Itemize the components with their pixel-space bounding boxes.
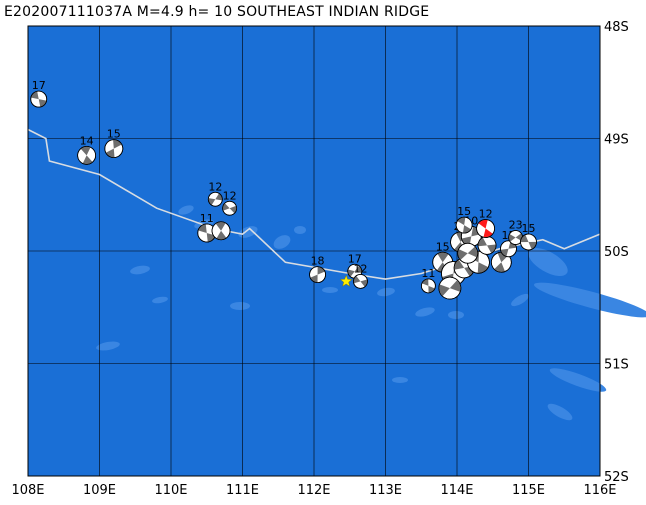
shallow-bathymetry xyxy=(528,248,568,276)
focal-mechanism xyxy=(197,223,217,243)
focal-mechanism xyxy=(77,145,97,165)
shallow-bathymetry xyxy=(130,265,150,275)
shallow-bathymetry xyxy=(322,287,338,293)
shallow-bathymetry xyxy=(392,377,408,383)
shallow-bathymetry xyxy=(415,307,435,317)
shallow-bathymetry xyxy=(294,226,306,234)
depth-label: 12 xyxy=(223,189,237,202)
shallow-bathymetry xyxy=(230,302,250,310)
lon-tick-label: 111E xyxy=(226,483,259,498)
lon-tick-label: 108E xyxy=(11,483,44,498)
shallow-bathymetry xyxy=(534,282,646,318)
focal-mechanism xyxy=(207,191,223,207)
depth-label: 17 xyxy=(348,252,362,265)
lon-tick-label: 116E xyxy=(583,483,616,498)
lat-tick-label: 51S xyxy=(604,358,629,373)
lon-tick-label: 110E xyxy=(154,483,187,498)
depth-label: 15 xyxy=(107,128,121,141)
depth-label: 12 xyxy=(479,208,493,221)
lat-tick-label: 48S xyxy=(604,20,629,35)
lon-tick-label: 115E xyxy=(512,483,545,498)
lon-tick-label: 112E xyxy=(297,483,330,498)
lon-tick-label: 114E xyxy=(440,483,473,498)
depth-label: 12 xyxy=(208,180,222,193)
lon-tick-label: 113E xyxy=(369,483,402,498)
focal-mechanism xyxy=(30,90,48,108)
lat-tick-label: 52S xyxy=(604,470,629,485)
focal-mechanism xyxy=(520,233,537,251)
depth-label: 14 xyxy=(80,134,94,147)
depth-label: 15 xyxy=(522,222,536,235)
lat-tick-label: 49S xyxy=(604,133,629,148)
depth-label: 17 xyxy=(32,79,46,92)
page-title: E202007111037A M=4.9 h= 10 SOUTHEAST IND… xyxy=(4,4,430,20)
depth-label: 15 xyxy=(457,205,471,218)
focal-mechanism xyxy=(455,216,473,234)
shallow-bathymetry xyxy=(377,287,395,297)
shallow-bathymetry xyxy=(549,368,607,392)
focal-mechanism xyxy=(309,266,326,284)
shallow-bathymetry xyxy=(152,296,168,304)
focal-mechanism xyxy=(476,219,496,238)
depth-label: 18 xyxy=(311,255,325,268)
focal-mechanism xyxy=(457,242,479,264)
epicenter-star-icon xyxy=(339,274,353,287)
depth-label: 15 xyxy=(436,240,450,253)
shallow-bathymetry xyxy=(273,235,291,249)
focal-mechanism xyxy=(104,139,124,159)
focal-mechanism xyxy=(420,278,436,294)
shallow-bathymetry xyxy=(511,293,529,307)
shallow-bathymetry xyxy=(448,311,464,319)
focal-mechanism xyxy=(211,221,231,241)
shallow-bathymetry xyxy=(96,341,120,351)
map-frame xyxy=(27,25,601,477)
lon-tick-label: 109E xyxy=(83,483,116,498)
shallow-bathymetry xyxy=(547,403,573,421)
depth-label: 23 xyxy=(509,219,523,232)
focal-mechanism xyxy=(438,276,462,300)
depth-label: 11 xyxy=(421,267,435,280)
depth-label: 11 xyxy=(200,212,214,225)
shallow-bathymetry xyxy=(238,226,258,238)
focal-mechanism xyxy=(222,200,238,216)
lat-tick-label: 50S xyxy=(604,245,629,260)
depth-label: 12 xyxy=(353,262,367,275)
shallow-bathymetry xyxy=(178,205,194,215)
focal-mechanism xyxy=(353,273,368,289)
